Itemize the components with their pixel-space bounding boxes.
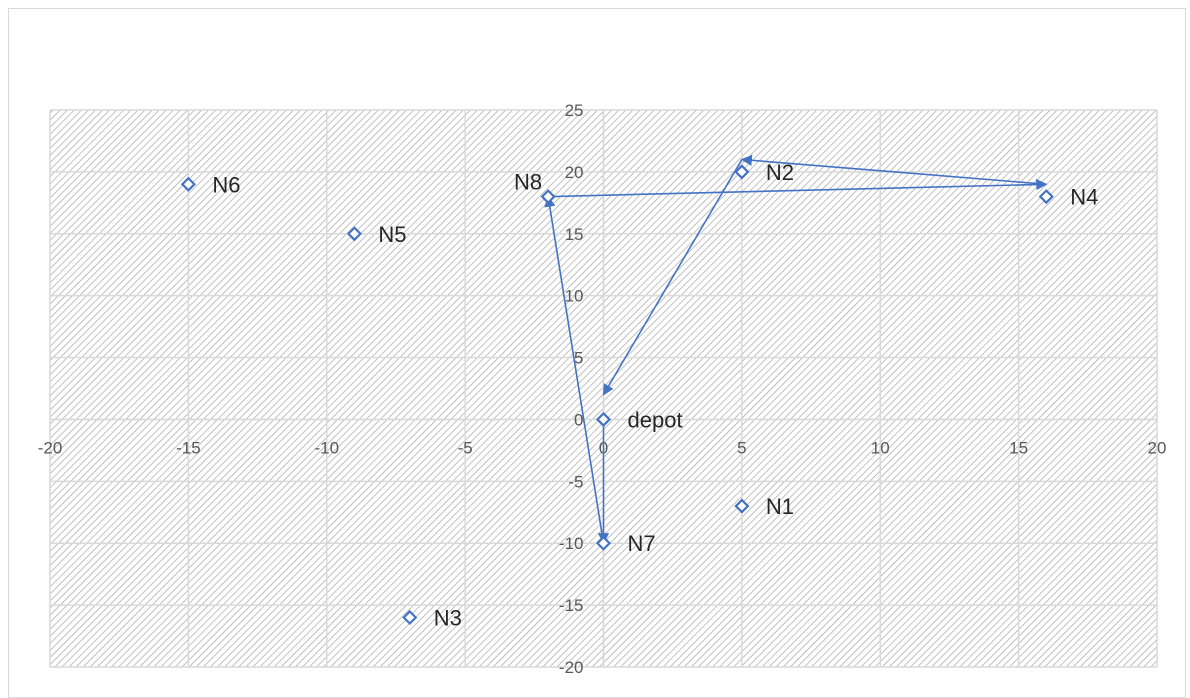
point-labels: depot N1 N2 N3 N4 N5 N6 N7 N8	[212, 160, 1098, 631]
route-arrow	[602, 159, 743, 396]
data-points	[180, 164, 1054, 626]
x-tick-label: -15	[176, 438, 201, 457]
y-tick-label: 25	[565, 101, 584, 120]
y-tick-label: 5	[574, 349, 583, 368]
data-point	[180, 176, 196, 192]
y-tick-label: -10	[559, 534, 584, 553]
x-tick-label: 10	[871, 438, 890, 457]
point-label-n6: N6	[212, 172, 240, 197]
data-point	[1038, 189, 1054, 205]
point-label-n2: N2	[766, 160, 794, 185]
y-tick-label: -15	[559, 596, 584, 615]
route-arrow	[740, 154, 1047, 186]
data-point	[346, 226, 362, 242]
y-tick-label: 10	[565, 287, 584, 306]
data-point	[734, 164, 750, 180]
data-point	[595, 535, 612, 551]
data-point	[734, 498, 750, 514]
x-tick-label: -5	[458, 438, 473, 457]
x-tick-label: 20	[1148, 438, 1167, 457]
y-tick-label: 20	[565, 163, 584, 182]
route-arrows	[544, 154, 1048, 545]
data-point	[402, 609, 418, 626]
y-tick-label: 15	[565, 225, 584, 244]
y-tick-label: 0	[574, 410, 583, 429]
data-point	[540, 189, 556, 205]
point-label-n1: N1	[766, 494, 794, 519]
route-arrow	[544, 195, 605, 544]
point-label-n8: N8	[514, 170, 542, 195]
x-tick-label: -20	[38, 438, 63, 457]
x-tick-label: 5	[737, 438, 746, 457]
x-tick-label: 15	[1009, 438, 1028, 457]
point-label-n4: N4	[1070, 185, 1098, 210]
point-label-n3: N3	[434, 605, 462, 630]
y-tick-label: -20	[559, 658, 584, 677]
data-point	[595, 411, 612, 428]
point-label-n7: N7	[628, 531, 656, 556]
x-tick-label: -10	[314, 438, 339, 457]
point-label-depot: depot	[628, 407, 683, 432]
route-arrow	[548, 178, 1048, 198]
y-tick-label: -5	[568, 472, 583, 491]
point-label-n5: N5	[378, 222, 406, 247]
